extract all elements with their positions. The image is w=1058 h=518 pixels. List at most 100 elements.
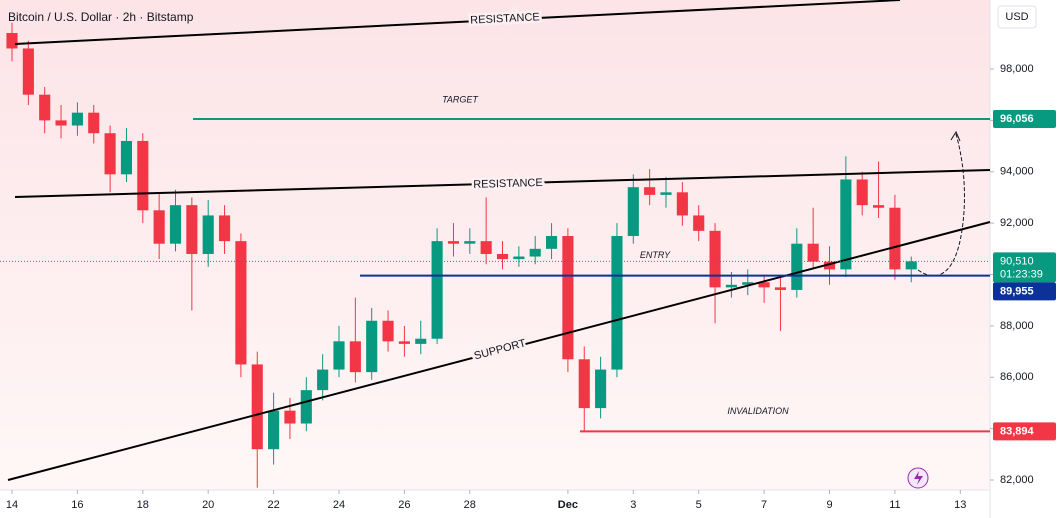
x-tick-label: 26 — [398, 499, 410, 511]
candle-body — [529, 248, 541, 257]
candle-body — [251, 364, 263, 450]
y-tick-label: 86,000 — [1000, 371, 1034, 383]
candle-body — [774, 287, 787, 290]
candle-body — [611, 235, 623, 370]
candle-body — [872, 205, 885, 208]
candle-body — [791, 243, 803, 290]
level-tag — [993, 282, 1056, 301]
candle-body — [6, 33, 18, 49]
candle-body — [807, 243, 819, 262]
candle-body — [218, 215, 231, 242]
y-tick-label: 92,000 — [1000, 217, 1034, 229]
x-tick-label: Dec — [558, 499, 578, 511]
candle-body — [758, 282, 770, 288]
x-tick-label: 9 — [826, 499, 832, 511]
candle-body — [333, 341, 345, 370]
currency-box[interactable] — [997, 5, 1037, 29]
candle-body — [317, 369, 329, 391]
y-tick-label: 82,000 — [1000, 474, 1034, 486]
candle-body — [742, 282, 754, 285]
candle-body — [578, 359, 590, 409]
candle-body — [644, 187, 656, 195]
candle-body — [186, 205, 198, 254]
currency-label: USD — [1005, 11, 1028, 23]
y-tick-label: 94,000 — [1000, 166, 1034, 178]
candle-body — [415, 338, 427, 344]
candle-body — [660, 192, 672, 195]
candle-body — [464, 241, 476, 244]
candle-body — [709, 230, 721, 288]
candle-body — [39, 94, 51, 121]
x-tick-label: 28 — [464, 499, 476, 511]
candle-body — [823, 261, 836, 270]
candle-body — [88, 112, 100, 134]
candle-body — [300, 390, 312, 424]
arrow-head — [950, 130, 961, 142]
level-tag — [993, 109, 1056, 128]
candle-body — [137, 140, 149, 211]
x-tick-label: 22 — [267, 499, 279, 511]
time-axis-background — [0, 490, 990, 518]
logo-bolt — [914, 471, 923, 485]
candles — [6, 22, 917, 488]
x-tick-label: 18 — [137, 499, 149, 511]
candle-body — [545, 235, 558, 249]
candle-body — [725, 284, 737, 288]
candle-body — [268, 410, 280, 450]
level-tag — [993, 422, 1056, 441]
candle-body — [104, 133, 116, 175]
x-tick-label: 3 — [630, 499, 636, 511]
countdown-label: 01:23:39 — [1000, 268, 1043, 280]
candle-body — [120, 140, 133, 175]
resistance-line — [14, 0, 901, 45]
candle-body — [676, 192, 688, 216]
candle-body — [22, 48, 34, 95]
candle-body — [366, 320, 378, 373]
candle-body — [480, 241, 492, 254]
candle-body — [447, 241, 460, 244]
x-tick-label: 5 — [696, 499, 702, 511]
y-tick-label: 98,000 — [1000, 63, 1034, 75]
chart-title: Bitcoin / U.S. Dollar · 2h · Bitstamp — [8, 10, 194, 24]
candle-body — [693, 215, 705, 231]
level-name: INVALIDATION — [727, 406, 789, 416]
candle-body — [71, 112, 83, 126]
candle-body — [235, 241, 247, 365]
candle-body — [55, 120, 67, 126]
candle-body — [627, 187, 639, 236]
candle-body — [153, 210, 165, 244]
candle-body — [349, 341, 361, 373]
projection-arrow — [917, 133, 965, 277]
support-line — [7, 221, 991, 481]
candle-body — [382, 320, 394, 342]
candle-body — [284, 410, 296, 424]
x-tick-label: 24 — [333, 499, 345, 511]
candle-body — [202, 215, 214, 254]
x-tick-label: 14 — [6, 499, 18, 511]
x-tick-label: 11 — [889, 499, 900, 511]
y-tick-label: 88,000 — [1000, 320, 1034, 332]
candle-body — [169, 205, 182, 244]
resistance-label: RESISTANCE — [473, 177, 543, 191]
candle-body — [398, 341, 410, 344]
level-tag-label: 96,056 — [1000, 113, 1034, 125]
x-tick-label: 16 — [71, 499, 83, 511]
x-tick-label: 20 — [202, 499, 214, 511]
candle-body — [905, 261, 917, 270]
level-name: ENTRY — [640, 250, 671, 260]
plot-background — [0, 0, 990, 490]
last-price-tag — [993, 252, 1056, 283]
x-tick-label: 13 — [954, 499, 966, 511]
x-tick-label: 7 — [761, 499, 767, 511]
candle-body — [562, 235, 574, 360]
level-name: TARGET — [442, 94, 479, 104]
level-tag-label: 83,894 — [1000, 425, 1035, 437]
candle-body — [513, 256, 525, 260]
candle-body — [431, 241, 443, 339]
last-price-label: 90,510 — [1000, 255, 1034, 267]
level-tag-label: 89,955 — [1000, 285, 1034, 297]
candle-body — [889, 207, 901, 270]
candle-body — [496, 253, 509, 260]
resistance-line — [14, 169, 991, 198]
